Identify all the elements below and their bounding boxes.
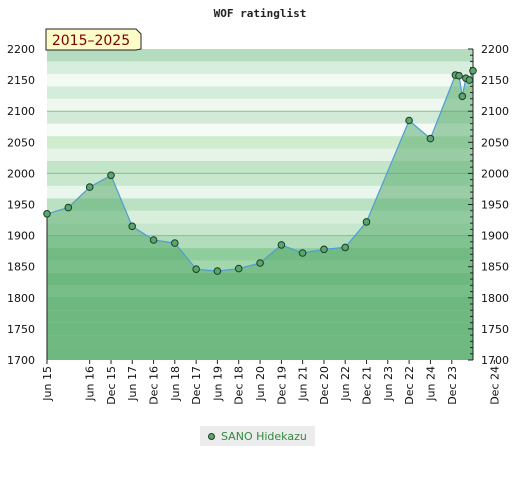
data-point bbox=[458, 92, 467, 101]
period-box: 2015–2025 bbox=[45, 28, 142, 51]
x-tick-label: Dec 15 bbox=[105, 366, 118, 405]
y-tick-label-right: 2050 bbox=[481, 136, 509, 149]
data-point bbox=[213, 267, 222, 275]
x-tick-label: Dec 24 bbox=[488, 366, 501, 405]
y-tick-label-right: 2000 bbox=[481, 167, 509, 180]
x-tick-label: Dec 16 bbox=[148, 366, 161, 405]
y-tick-label-left: 1800 bbox=[7, 292, 35, 305]
y-tick-label-right: 1900 bbox=[481, 230, 509, 243]
x-tick-label: Jun 21 bbox=[297, 366, 310, 402]
y-tick-label-right: 2100 bbox=[481, 105, 509, 118]
y-tick-label-right: 1950 bbox=[481, 199, 509, 212]
y-axis-right: 1700 1750 1800 1850 1900 1950 2000 2050 2100 2150… bbox=[468, 43, 509, 367]
y-tick-label-left: 2050 bbox=[7, 136, 35, 149]
x-tick-label: Jun 15 bbox=[41, 366, 54, 402]
x-tick-label: Jun 24 bbox=[424, 366, 437, 402]
y-tick-label-left: 1900 bbox=[7, 230, 35, 243]
data-points bbox=[43, 67, 477, 275]
y-tick-label-right: 2200 bbox=[481, 43, 509, 56]
x-tick-label: Jun 23 bbox=[382, 366, 395, 402]
data-point bbox=[149, 236, 158, 244]
data-point bbox=[320, 245, 328, 254]
x-tick-label: Dec 22 bbox=[403, 366, 416, 405]
y-tick-label-right: 1700 bbox=[481, 354, 509, 367]
y-tick-label-left: 2150 bbox=[7, 74, 35, 87]
y-tick-label-left: 2100 bbox=[7, 105, 35, 118]
x-tick-label: Jun 16 bbox=[84, 366, 97, 402]
data-point bbox=[85, 183, 94, 191]
y-tick-label-left: 1700 bbox=[7, 354, 35, 367]
data-point bbox=[341, 243, 350, 252]
legend-marker bbox=[208, 432, 215, 440]
x-tick-label: Dec 21 bbox=[361, 366, 374, 405]
x-tick-label: Jun 17 bbox=[126, 366, 139, 402]
y-tick-label-left: 1850 bbox=[7, 261, 35, 274]
x-tick-label: Jun 20 bbox=[254, 366, 267, 402]
y-tick-label-right: 1800 bbox=[481, 292, 509, 305]
data-point bbox=[298, 249, 307, 257]
y-tick-label-left: 2200 bbox=[7, 43, 35, 56]
data-point bbox=[128, 222, 136, 231]
data-point bbox=[405, 116, 413, 125]
y-tick-label-right: 1850 bbox=[481, 261, 509, 274]
data-point bbox=[465, 76, 474, 84]
y-axis-left: 1700 1750 1800 1850 1900 1950 2000 2050 2100 2150… bbox=[7, 43, 35, 367]
data-point bbox=[426, 134, 435, 143]
data-point bbox=[43, 210, 51, 218]
data-point bbox=[277, 241, 286, 249]
x-tick-label: Jun 22 bbox=[339, 366, 352, 402]
data-point bbox=[455, 71, 463, 80]
period-label: 2015–2025 bbox=[52, 33, 130, 49]
data-point bbox=[192, 265, 200, 274]
y-tick-label-right: 1750 bbox=[481, 323, 509, 336]
data-point bbox=[171, 239, 179, 247]
chart-title: WOF ratinglist bbox=[214, 7, 307, 20]
data-point bbox=[234, 264, 243, 273]
x-tick-label: Dec 19 bbox=[275, 366, 288, 405]
data-point bbox=[362, 218, 371, 226]
data-point bbox=[469, 67, 477, 75]
legend: SANO Hidekazu bbox=[200, 426, 315, 446]
y-tick-label-left: 1750 bbox=[7, 323, 35, 336]
x-tick-label: Dec 17 bbox=[190, 366, 203, 405]
y-tick-label-left: 1950 bbox=[7, 199, 35, 212]
x-tick-label: Jun 19 bbox=[211, 366, 224, 402]
x-tick-label: Dec 23 bbox=[446, 366, 459, 405]
data-point bbox=[64, 203, 73, 212]
data-point bbox=[256, 259, 264, 267]
y-tick-label-left: 2000 bbox=[7, 167, 35, 180]
data-point bbox=[107, 171, 115, 180]
y-tick-label-right: 2150 bbox=[481, 74, 509, 87]
legend-label: SANO Hidekazu bbox=[221, 429, 307, 443]
x-tick-label: Dec 20 bbox=[318, 366, 331, 405]
x-axis: Jun 15 Dec 15 Jun 16 Dec 16 Jun 17 Dec 17 Jun … bbox=[41, 360, 501, 405]
x-tick-label: Dec 18 bbox=[233, 366, 246, 405]
x-tick-label: Jun 18 bbox=[169, 366, 182, 402]
